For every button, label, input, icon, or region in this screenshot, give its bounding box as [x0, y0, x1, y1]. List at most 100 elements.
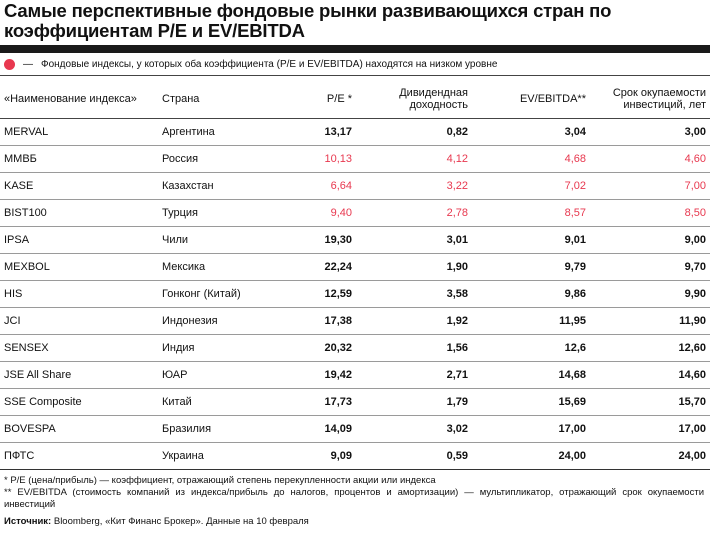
cell-dividend-yield: 3,01	[356, 226, 472, 254]
cell-pe: 20,32	[302, 334, 356, 362]
table-row: KASE Казахстан 6,64 3,22 7,02 7,00	[0, 172, 710, 200]
cell-dividend-yield: 1,90	[356, 253, 472, 281]
cell-index-name: HIS	[0, 280, 150, 308]
legend-dash: —	[23, 58, 33, 70]
table-row: IPSA Чили 19,30 3,01 9,01 9,00	[0, 226, 710, 254]
cell-index-name: BOVESPA	[0, 415, 150, 443]
column-header-index: «Наименование индекса»	[0, 80, 150, 119]
table-row: MEXBOL Мексика 22,24 1,90 9,79 9,70	[0, 253, 710, 281]
cell-ev-ebitda: 9,01	[472, 226, 590, 254]
source-text: Bloomberg, «Кит Финанс Брокер». Данные н…	[51, 516, 309, 527]
cell-ev-ebitda: 8,57	[472, 199, 590, 227]
cell-country: Аргентина	[150, 118, 302, 146]
cell-payback-years: 17,00	[590, 415, 710, 443]
column-header-dividend: Дивидендная доходность	[356, 80, 472, 119]
title-divider	[0, 45, 710, 53]
footnotes: * P/E (цена/прибыль) — коэффициент, отра…	[4, 475, 704, 528]
table-row: HIS Гонконг (Китай) 12,59 3,58 9,86 9,90	[0, 280, 710, 308]
cell-payback-years: 3,00	[590, 118, 710, 146]
table-row: MERVAL Аргентина 13,17 0,82 3,04 3,00	[0, 118, 710, 146]
page-title: Самые перспективные фондовые рынки разви…	[4, 0, 612, 41]
column-header-pe: P/E *	[302, 80, 356, 119]
cell-ev-ebitda: 12,6	[472, 334, 590, 362]
cell-ev-ebitda: 14,68	[472, 361, 590, 389]
cell-payback-years: 12,60	[590, 334, 710, 362]
footnote-pe: * P/E (цена/прибыль) — коэффициент, отра…	[4, 475, 436, 486]
cell-ev-ebitda: 9,86	[472, 280, 590, 308]
legend: — Фондовые индексы, у которых оба коэффи…	[4, 56, 497, 72]
cell-payback-years: 9,00	[590, 226, 710, 254]
cell-country: Гонконг (Китай)	[150, 280, 302, 308]
table-body: MERVAL Аргентина 13,17 0,82 3,04 3,00 ММВБ Росс…	[0, 118, 710, 470]
cell-dividend-yield: 0,59	[356, 442, 472, 470]
cell-country: Россия	[150, 145, 302, 173]
cell-pe: 13,17	[302, 118, 356, 146]
table-row: JCI Индонезия 17,38 1,92 11,95 11,90	[0, 307, 710, 335]
cell-ev-ebitda: 3,04	[472, 118, 590, 146]
table-row: ММВБ Россия 10,13 4,12 4,68 4,60	[0, 145, 710, 173]
cell-payback-years: 4,60	[590, 145, 710, 173]
cell-ev-ebitda: 4,68	[472, 145, 590, 173]
column-header-ev-ebitda: EV/EBITDA**	[472, 80, 590, 119]
cell-index-name: SSE Composite	[0, 388, 150, 416]
highlight-marker-icon	[4, 58, 15, 70]
cell-pe: 22,24	[302, 253, 356, 281]
cell-country: Китай	[150, 388, 302, 416]
table-row: BIST100 Турция 9,40 2,78 8,57 8,50	[0, 199, 710, 227]
cell-country: Мексика	[150, 253, 302, 281]
cell-country: Бразилия	[150, 415, 302, 443]
table-row: JSE All Share ЮАР 19,42 2,71 14,68 14,60	[0, 361, 710, 389]
column-header-country: Страна	[150, 80, 302, 119]
cell-pe: 17,38	[302, 307, 356, 335]
cell-dividend-yield: 1,79	[356, 388, 472, 416]
cell-country: Казахстан	[150, 172, 302, 200]
cell-payback-years: 7,00	[590, 172, 710, 200]
cell-payback-years: 9,70	[590, 253, 710, 281]
cell-index-name: ММВБ	[0, 145, 150, 173]
column-header-payback: Срок окупаемости инвестиций, лет	[590, 80, 710, 119]
cell-index-name: JSE All Share	[0, 361, 150, 389]
cell-index-name: MEXBOL	[0, 253, 150, 281]
table-row: SSE Composite Китай 17,73 1,79 15,69 15,70	[0, 388, 710, 416]
cell-country: Турция	[150, 199, 302, 227]
cell-index-name: ПФТС	[0, 442, 150, 470]
cell-payback-years: 14,60	[590, 361, 710, 389]
cell-pe: 6,64	[302, 172, 356, 200]
cell-dividend-yield: 3,22	[356, 172, 472, 200]
cell-pe: 14,09	[302, 415, 356, 443]
cell-ev-ebitda: 17,00	[472, 415, 590, 443]
cell-index-name: IPSA	[0, 226, 150, 254]
cell-dividend-yield: 3,02	[356, 415, 472, 443]
cell-payback-years: 9,90	[590, 280, 710, 308]
cell-country: Украина	[150, 442, 302, 470]
cell-payback-years: 11,90	[590, 307, 710, 335]
cell-ev-ebitda: 9,79	[472, 253, 590, 281]
cell-pe: 17,73	[302, 388, 356, 416]
table-row: SENSEX Индия 20,32 1,56 12,6 12,60	[0, 334, 710, 362]
table-row: BOVESPA Бразилия 14,09 3,02 17,00 17,00	[0, 415, 710, 443]
cell-country: Индия	[150, 334, 302, 362]
cell-dividend-yield: 0,82	[356, 118, 472, 146]
cell-country: ЮАР	[150, 361, 302, 389]
source-label: Источник:	[4, 516, 52, 527]
cell-payback-years: 8,50	[590, 199, 710, 227]
cell-country: Индонезия	[150, 307, 302, 335]
cell-dividend-yield: 2,78	[356, 199, 472, 227]
cell-payback-years: 15,70	[590, 388, 710, 416]
source-line: Источник: Bloomberg, «Кит Финанс Брокер»…	[4, 516, 704, 528]
table-header-row: «Наименование индекса» Страна P/E * Диви…	[0, 80, 710, 119]
cell-pe: 9,40	[302, 199, 356, 227]
cell-country: Чили	[150, 226, 302, 254]
cell-index-name: MERVAL	[0, 118, 150, 146]
indices-table: «Наименование индекса» Страна P/E * Диви…	[0, 80, 710, 470]
cell-ev-ebitda: 11,95	[472, 307, 590, 335]
legend-text: Фондовые индексы, у которых оба коэффици…	[41, 58, 498, 70]
cell-dividend-yield: 1,92	[356, 307, 472, 335]
cell-pe: 19,30	[302, 226, 356, 254]
cell-payback-years: 24,00	[590, 442, 710, 470]
cell-dividend-yield: 3,58	[356, 280, 472, 308]
cell-index-name: JCI	[0, 307, 150, 335]
cell-ev-ebitda: 7,02	[472, 172, 590, 200]
cell-pe: 10,13	[302, 145, 356, 173]
